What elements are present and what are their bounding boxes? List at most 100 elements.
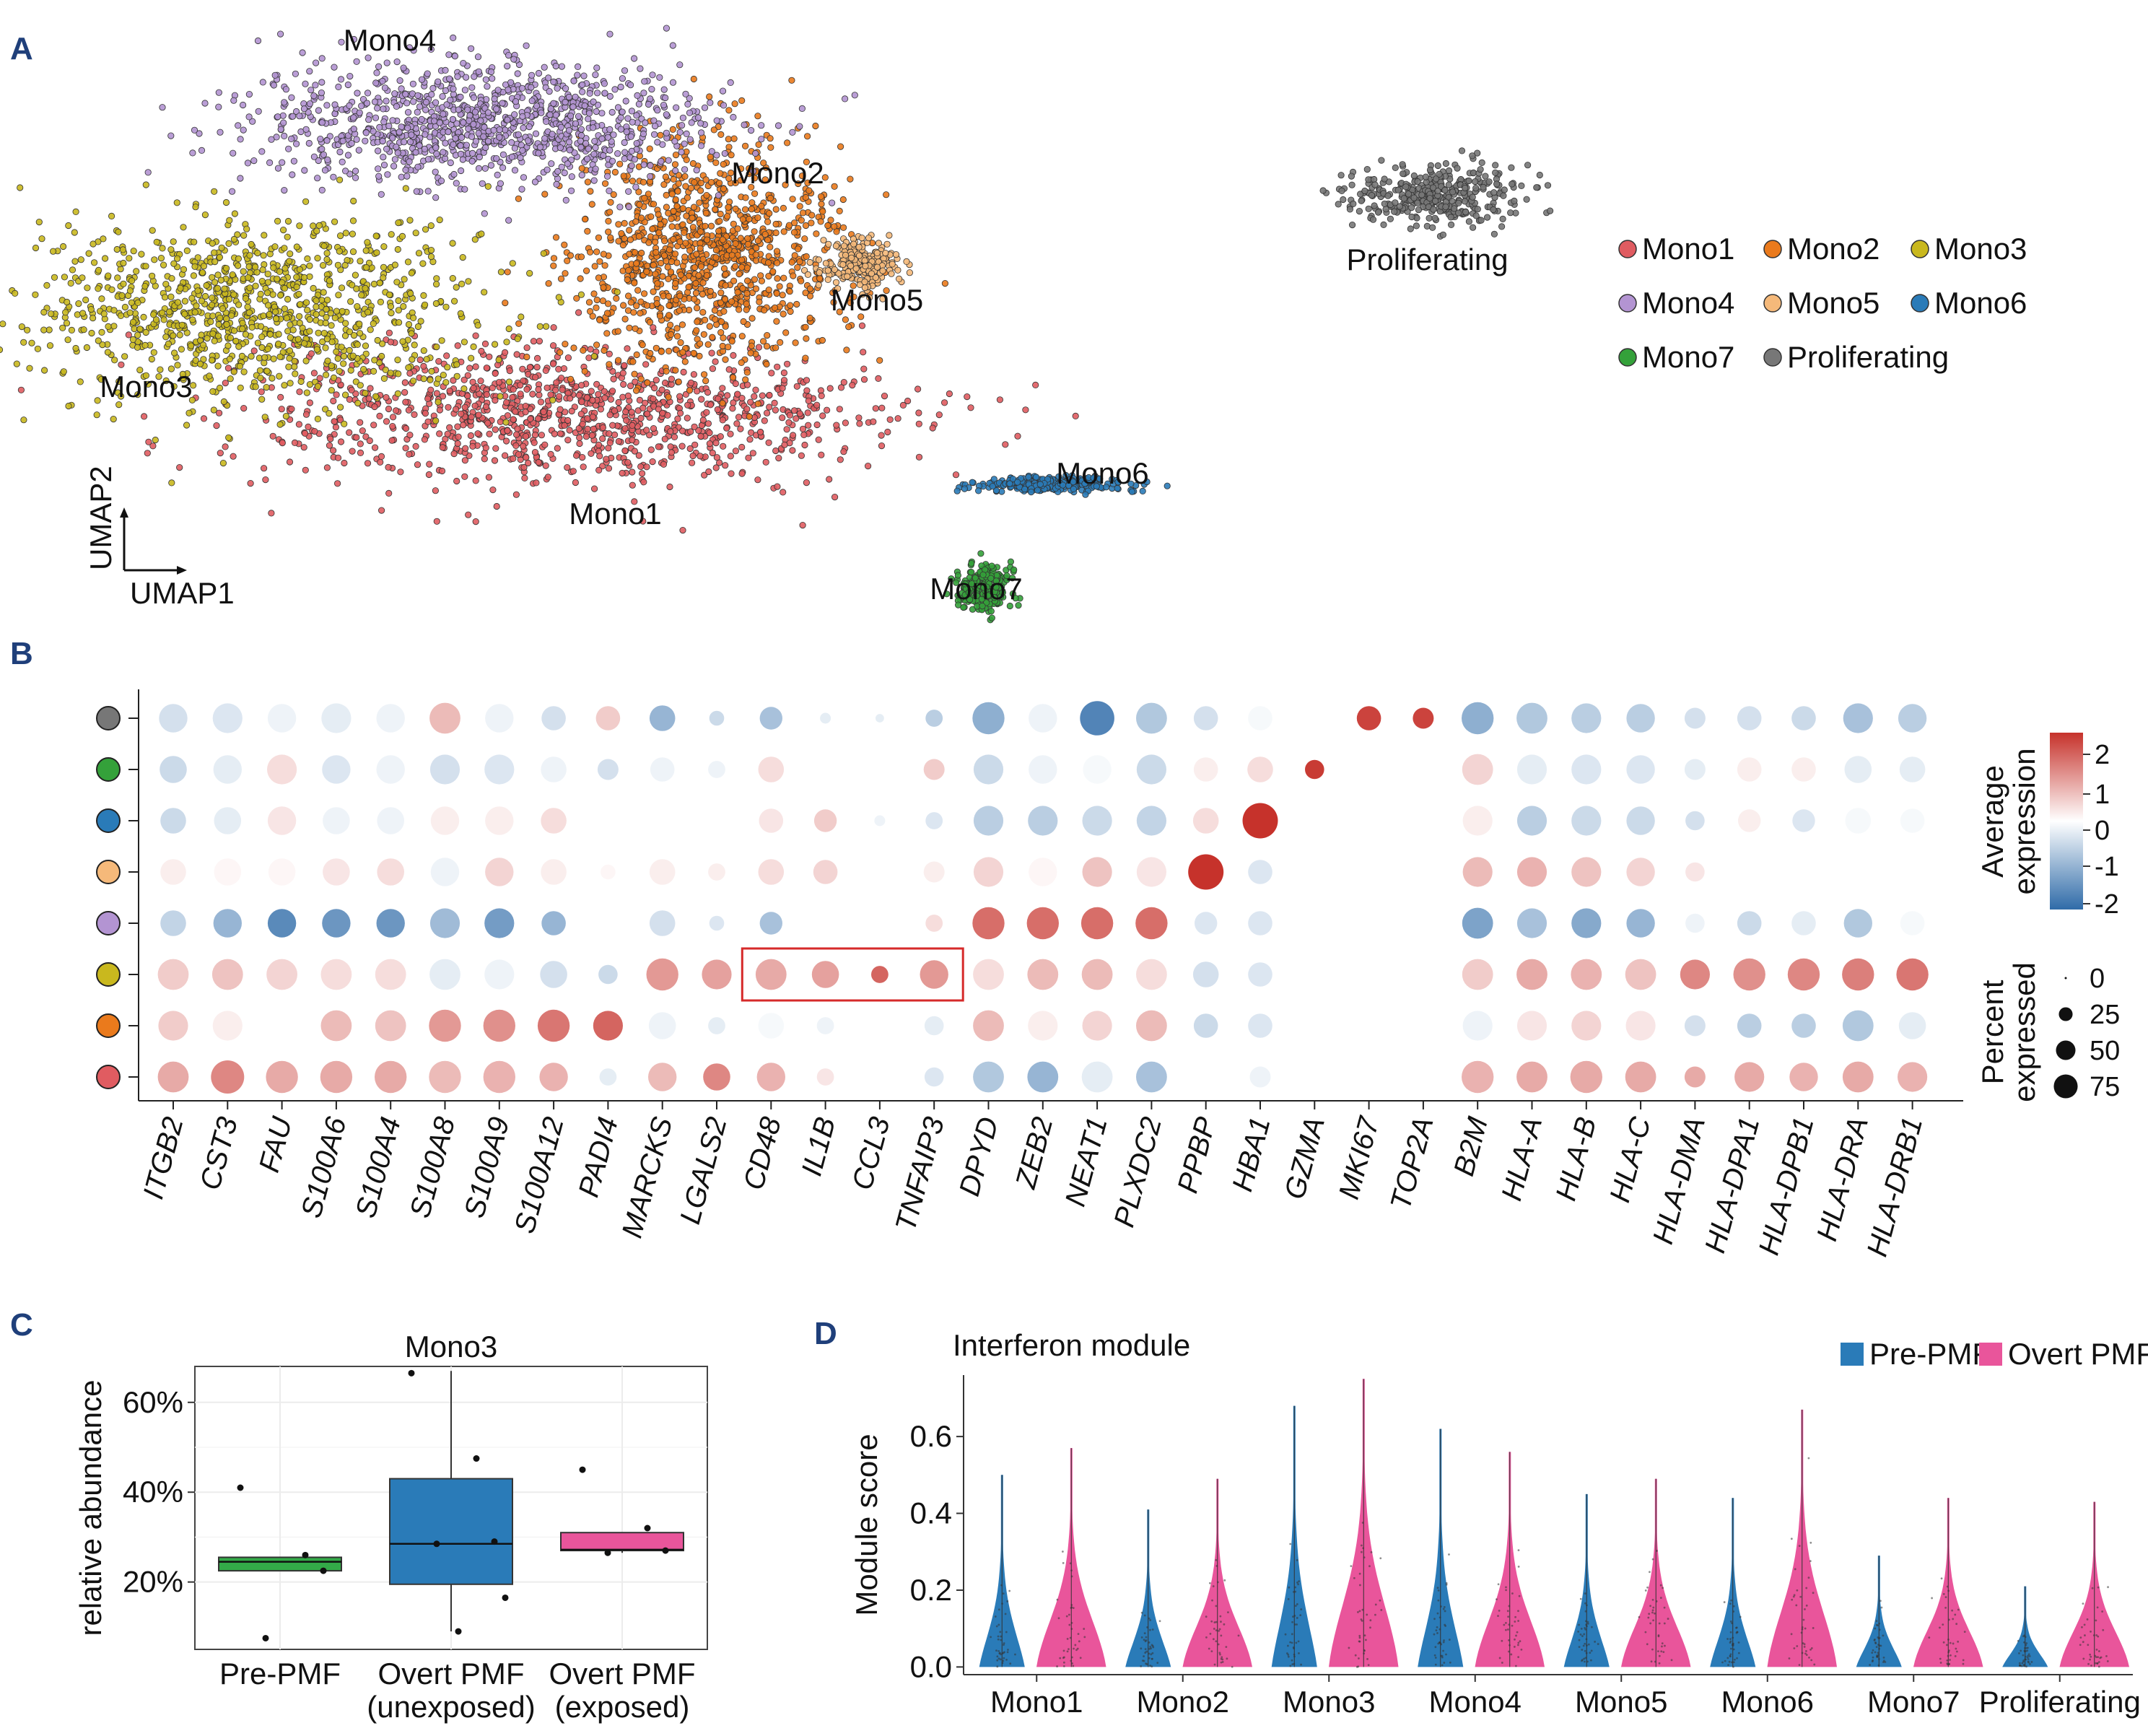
- umap-point: [702, 209, 710, 217]
- umap-point: [442, 139, 449, 147]
- umap-point: [225, 434, 232, 441]
- umap-point: [801, 441, 808, 449]
- umap-point: [194, 287, 201, 295]
- umap-point: [608, 157, 616, 165]
- umap-point: [575, 424, 582, 432]
- umap-point: [375, 165, 382, 173]
- umap-point: [606, 147, 614, 154]
- umap-point: [470, 343, 477, 350]
- umap-point: [762, 458, 769, 466]
- umap-point: [626, 236, 634, 243]
- umap-point: [416, 356, 424, 364]
- umap-point: [484, 109, 492, 116]
- umap-point: [331, 418, 338, 425]
- umap-point: [700, 371, 708, 378]
- umap-point: [100, 235, 107, 243]
- umap-point: [427, 222, 435, 230]
- umap-point: [671, 433, 678, 441]
- umap-point: [721, 150, 728, 157]
- umap-point: [689, 214, 696, 222]
- umap-point: [601, 80, 608, 87]
- umap-point: [336, 232, 344, 240]
- umap-point: [302, 126, 310, 133]
- umap-point: [388, 231, 395, 238]
- umap-point: [733, 420, 741, 427]
- umap-point: [336, 404, 344, 411]
- umap-point: [445, 128, 452, 136]
- umap-point: [216, 253, 223, 261]
- umap-point: [754, 113, 761, 120]
- umap-point: [672, 167, 679, 175]
- umap-point: [235, 255, 242, 262]
- umap-point: [767, 144, 774, 151]
- umap-point: [301, 340, 308, 347]
- umap-point: [876, 357, 883, 364]
- umap-point: [536, 337, 543, 345]
- umap-point: [654, 139, 661, 146]
- umap-point: [831, 183, 838, 190]
- umap-point: [632, 249, 639, 256]
- umap-point: [470, 121, 477, 128]
- umap-point: [743, 369, 751, 376]
- umap-point: [210, 406, 217, 414]
- umap-point: [764, 236, 772, 243]
- umap-point: [322, 319, 329, 327]
- umap-point: [266, 310, 273, 318]
- umap-point: [787, 302, 794, 309]
- umap-point: [713, 117, 720, 124]
- umap-point: [121, 303, 128, 311]
- umap-point: [40, 308, 48, 316]
- umap-point: [412, 149, 419, 156]
- umap-point: [707, 222, 715, 230]
- umap-point: [686, 445, 694, 453]
- umap-point: [380, 263, 388, 271]
- umap-point: [357, 440, 364, 448]
- umap-point: [533, 479, 540, 487]
- umap-point: [738, 256, 746, 263]
- umap-point: [286, 347, 293, 354]
- umap-point: [896, 275, 903, 282]
- umap-point: [130, 318, 137, 326]
- umap-point: [610, 131, 617, 139]
- umap-point: [535, 458, 542, 466]
- umap-point: [848, 254, 855, 261]
- umap-point: [486, 353, 493, 360]
- umap-point: [282, 86, 289, 93]
- umap-point: [422, 226, 429, 233]
- umap-point: [281, 265, 289, 272]
- umap-point: [433, 275, 440, 282]
- umap-point: [798, 277, 805, 284]
- umap-point: [725, 366, 733, 373]
- umap-point: [666, 483, 673, 491]
- umap-point: [406, 139, 414, 146]
- umap-point: [640, 161, 647, 168]
- umap-point: [690, 75, 697, 83]
- umap-point: [429, 84, 437, 92]
- umap-point: [323, 250, 331, 257]
- umap-point: [673, 325, 681, 332]
- umap-point: [484, 83, 491, 90]
- umap-point: [1032, 381, 1039, 389]
- umap-point: [505, 378, 513, 385]
- umap-point: [405, 320, 413, 328]
- umap-point: [646, 432, 653, 439]
- umap-point: [491, 95, 498, 102]
- umap-point: [707, 153, 714, 160]
- umap-point: [729, 374, 737, 381]
- umap-point: [457, 167, 465, 175]
- umap-point: [492, 396, 499, 404]
- umap-point: [588, 388, 595, 395]
- umap-point: [625, 266, 632, 274]
- umap-point: [287, 333, 294, 341]
- umap-point: [805, 422, 812, 429]
- umap-point: [465, 278, 472, 285]
- umap-point: [628, 108, 636, 115]
- umap-point: [523, 353, 531, 361]
- umap-point: [759, 392, 766, 399]
- umap-point: [439, 93, 446, 100]
- umap-point: [678, 427, 686, 435]
- umap-point: [588, 201, 595, 208]
- umap-point: [503, 339, 510, 346]
- umap-point: [789, 447, 796, 454]
- umap-point: [738, 359, 745, 366]
